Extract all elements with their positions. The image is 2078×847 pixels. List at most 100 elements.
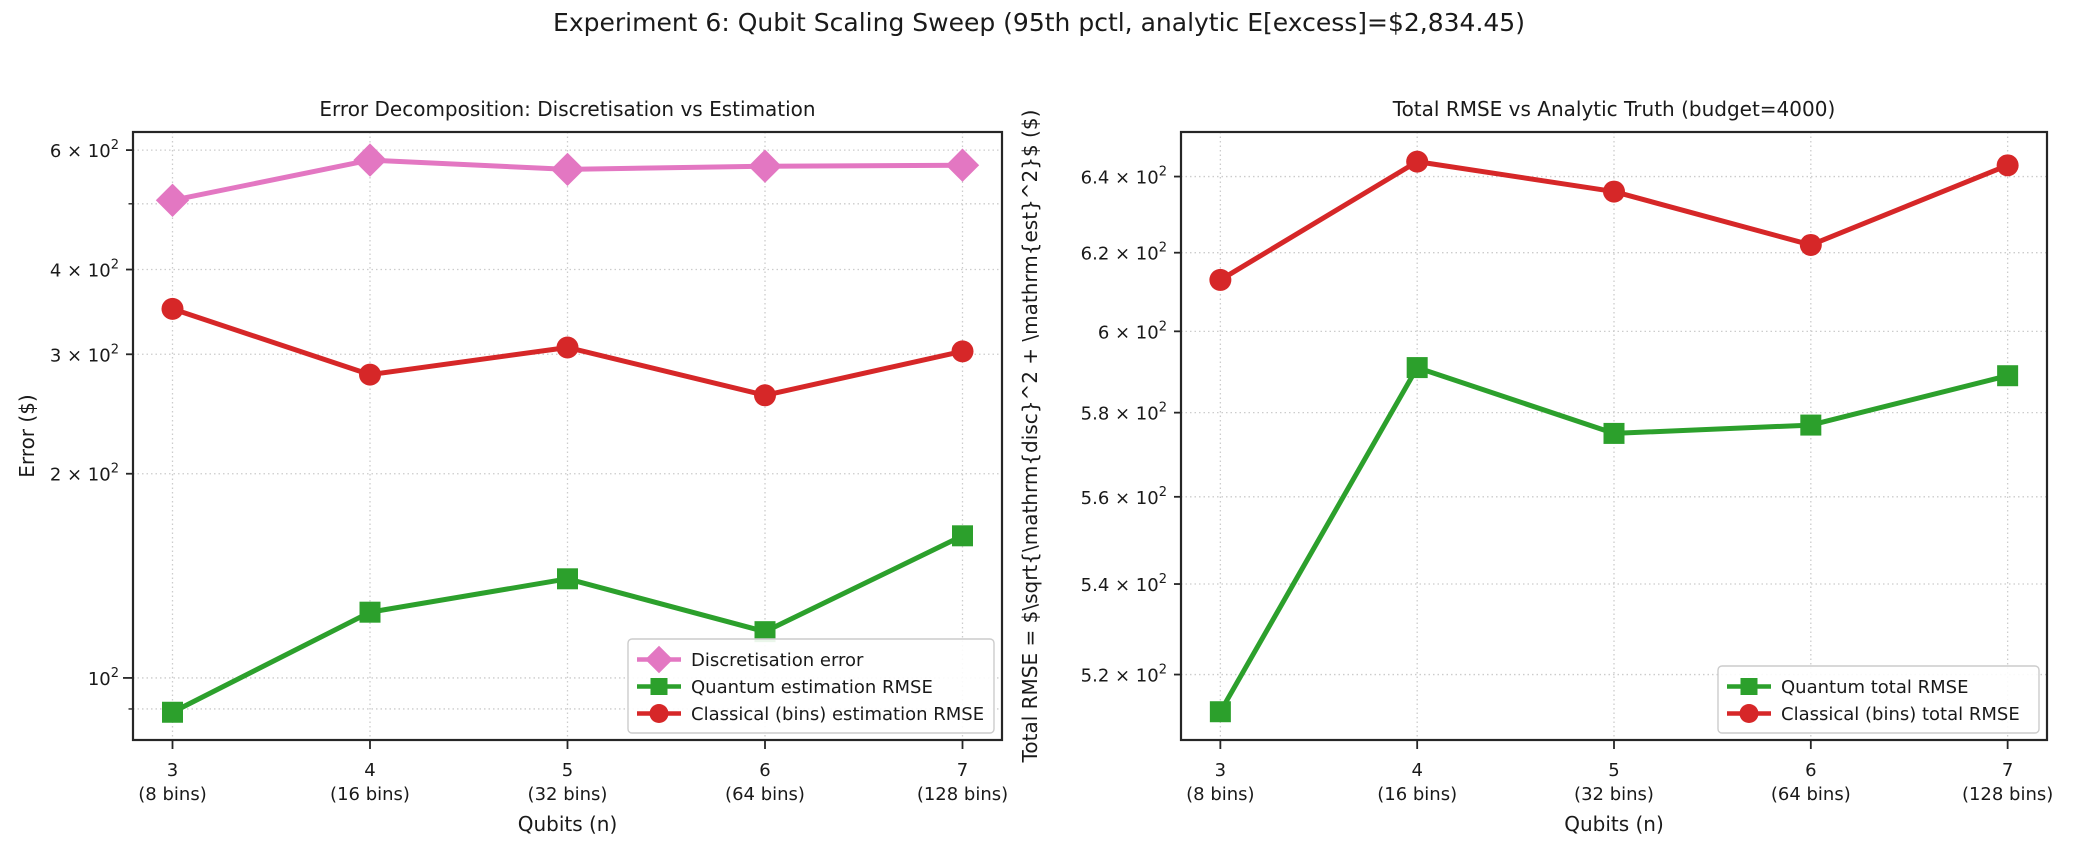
data-point-marker [951, 340, 974, 363]
legend-item: Quantum total RMSE [1727, 677, 1968, 698]
x-tick-label: 4 [1411, 760, 1422, 781]
data-point-marker [1997, 365, 2019, 387]
data-point-marker [952, 525, 973, 547]
legend-label: Quantum total RMSE [1781, 677, 1968, 698]
data-point-marker [1799, 233, 1822, 256]
x-tick-label: 6 [1805, 760, 1816, 781]
data-point-marker [1800, 414, 1822, 436]
x-tick-label: 5 [1608, 760, 1619, 781]
y-tick-label: 5.2 × 102 [1081, 663, 1167, 687]
data-point-marker [945, 148, 980, 182]
data-point-marker [155, 183, 190, 217]
legend-item: Classical (bins) estimation RMSE [637, 704, 984, 725]
legend-item: Classical (bins) total RMSE [1727, 704, 2020, 725]
data-point-marker [359, 601, 381, 623]
series-classical-bins-total-rmse [1209, 150, 2019, 291]
x-tick-sublabel: (16 bins) [1377, 784, 1457, 805]
legend-item: Quantum estimation RMSE [637, 677, 933, 698]
legend: Quantum total RMSE Classical (bins) total… [1717, 665, 2040, 734]
data-point-marker [550, 152, 585, 187]
legend-label: Discretisation error [691, 650, 864, 671]
figure-suptitle: Experiment 6: Qubit Scaling Sweep (95th … [553, 8, 1525, 37]
plot-border [1179, 130, 2049, 742]
series-classical-bins-estimation-rmse [161, 297, 974, 407]
series-quantum-estimation-rmse [162, 525, 973, 723]
x-tick-sublabel: (16 bins) [330, 784, 410, 805]
series-discretisation-error [155, 143, 980, 217]
data-point-marker [1996, 154, 2019, 177]
y-tick-label: 2 × 102 [50, 462, 119, 486]
data-point-marker [1603, 180, 1625, 203]
y-tick-label: 102 [88, 666, 119, 690]
x-axis-ticks: 3 (8 bins) 4 (16 bins) 5 (32 bins) 6 (64 bins) 7… [138, 740, 1008, 805]
x-axis-label: Qubits (n) [518, 812, 618, 836]
data-point-marker [556, 336, 579, 359]
x-tick-sublabel: (8 bins) [138, 784, 206, 805]
gridlines [133, 132, 1002, 740]
left-axes: 6 × 102 4 × 102 3 × 102 2 × 102 102 3 (8 bins)… [15, 97, 1008, 836]
data-point-marker [161, 297, 184, 320]
x-tick-label: 3 [1215, 760, 1226, 781]
data-point-marker [1406, 150, 1429, 173]
y-tick-label: 6 × 102 [1098, 319, 1167, 343]
legend-marker [1740, 678, 1758, 695]
y-axis-ticks: 6 × 102 4 × 102 3 × 102 2 × 102 102 [50, 138, 133, 710]
data-point-marker [557, 568, 578, 590]
data-point-marker [754, 621, 776, 643]
x-tick-label: 3 [167, 760, 178, 781]
data-point-marker [1209, 701, 1231, 723]
y-tick-label: 5.4 × 102 [1081, 572, 1167, 596]
legend-marker [650, 678, 668, 695]
x-axis-label: Qubits (n) [1564, 812, 1664, 836]
x-tick-sublabel: (64 bins) [1771, 784, 1851, 805]
x-tick-sublabel: (32 bins) [1574, 784, 1654, 805]
legend-label: Quantum estimation RMSE [691, 677, 933, 698]
legend-box [1717, 665, 2040, 734]
y-tick-label: 4 × 102 [50, 258, 119, 282]
series-quantum-total-rmse [1209, 357, 2019, 723]
x-tick-sublabel: (64 bins) [725, 784, 805, 805]
data-point-marker [359, 363, 381, 386]
right-axes: 6.4 × 102 6.2 × 102 6 × 102 5.8 × 102 5.6 × … [1018, 97, 2053, 836]
axes-title: Error Decomposition: Discretisation vs E… [319, 97, 815, 121]
legend-marker [645, 645, 673, 674]
x-tick-label: 5 [562, 760, 573, 781]
gridlines [1181, 132, 2047, 740]
legend: Discretisation error Quantum estimation R… [627, 638, 995, 734]
y-tick-label: 6 × 102 [50, 138, 119, 162]
series-line [1217, 365, 2011, 715]
legend-marker [649, 704, 669, 723]
legend-marker [1739, 704, 1759, 723]
legend-box [627, 638, 995, 734]
data-point-marker [353, 143, 387, 177]
plot-border [131, 130, 1004, 742]
legend-label: Classical (bins) total RMSE [1781, 704, 2020, 725]
y-tick-label: 3 × 102 [50, 342, 119, 366]
data-point-marker [754, 384, 776, 407]
series-line [1217, 159, 2011, 283]
data-point-marker [1209, 268, 1232, 291]
y-axis-ticks: 6.4 × 102 6.2 × 102 6 × 102 5.8 × 102 5.6 × … [1081, 165, 1181, 687]
data-point-marker [1406, 357, 1428, 379]
x-tick-sublabel: (128 bins) [917, 784, 1008, 805]
x-tick-label: 6 [759, 760, 770, 781]
x-tick-label: 7 [2002, 760, 2013, 781]
axes-title: Total RMSE vs Analytic Truth (budget=400… [1392, 97, 1836, 121]
x-tick-label: 7 [957, 760, 968, 781]
data-point-marker [1603, 422, 1625, 444]
data-point-marker [748, 149, 782, 183]
legend-item: Discretisation error [637, 645, 864, 674]
y-tick-label: 6.2 × 102 [1081, 241, 1167, 265]
x-tick-sublabel: (32 bins) [528, 784, 608, 805]
x-tick-sublabel: (128 bins) [1962, 784, 2053, 805]
y-tick-label: 6.4 × 102 [1081, 165, 1167, 189]
x-tick-sublabel: (8 bins) [1186, 784, 1254, 805]
data-point-marker [162, 701, 183, 723]
y-axis-label: Error ($) [15, 394, 39, 477]
x-tick-label: 4 [364, 760, 375, 781]
y-tick-label: 5.6 × 102 [1081, 485, 1167, 509]
y-tick-label: 5.8 × 102 [1081, 401, 1167, 425]
legend-label: Classical (bins) estimation RMSE [691, 704, 984, 725]
